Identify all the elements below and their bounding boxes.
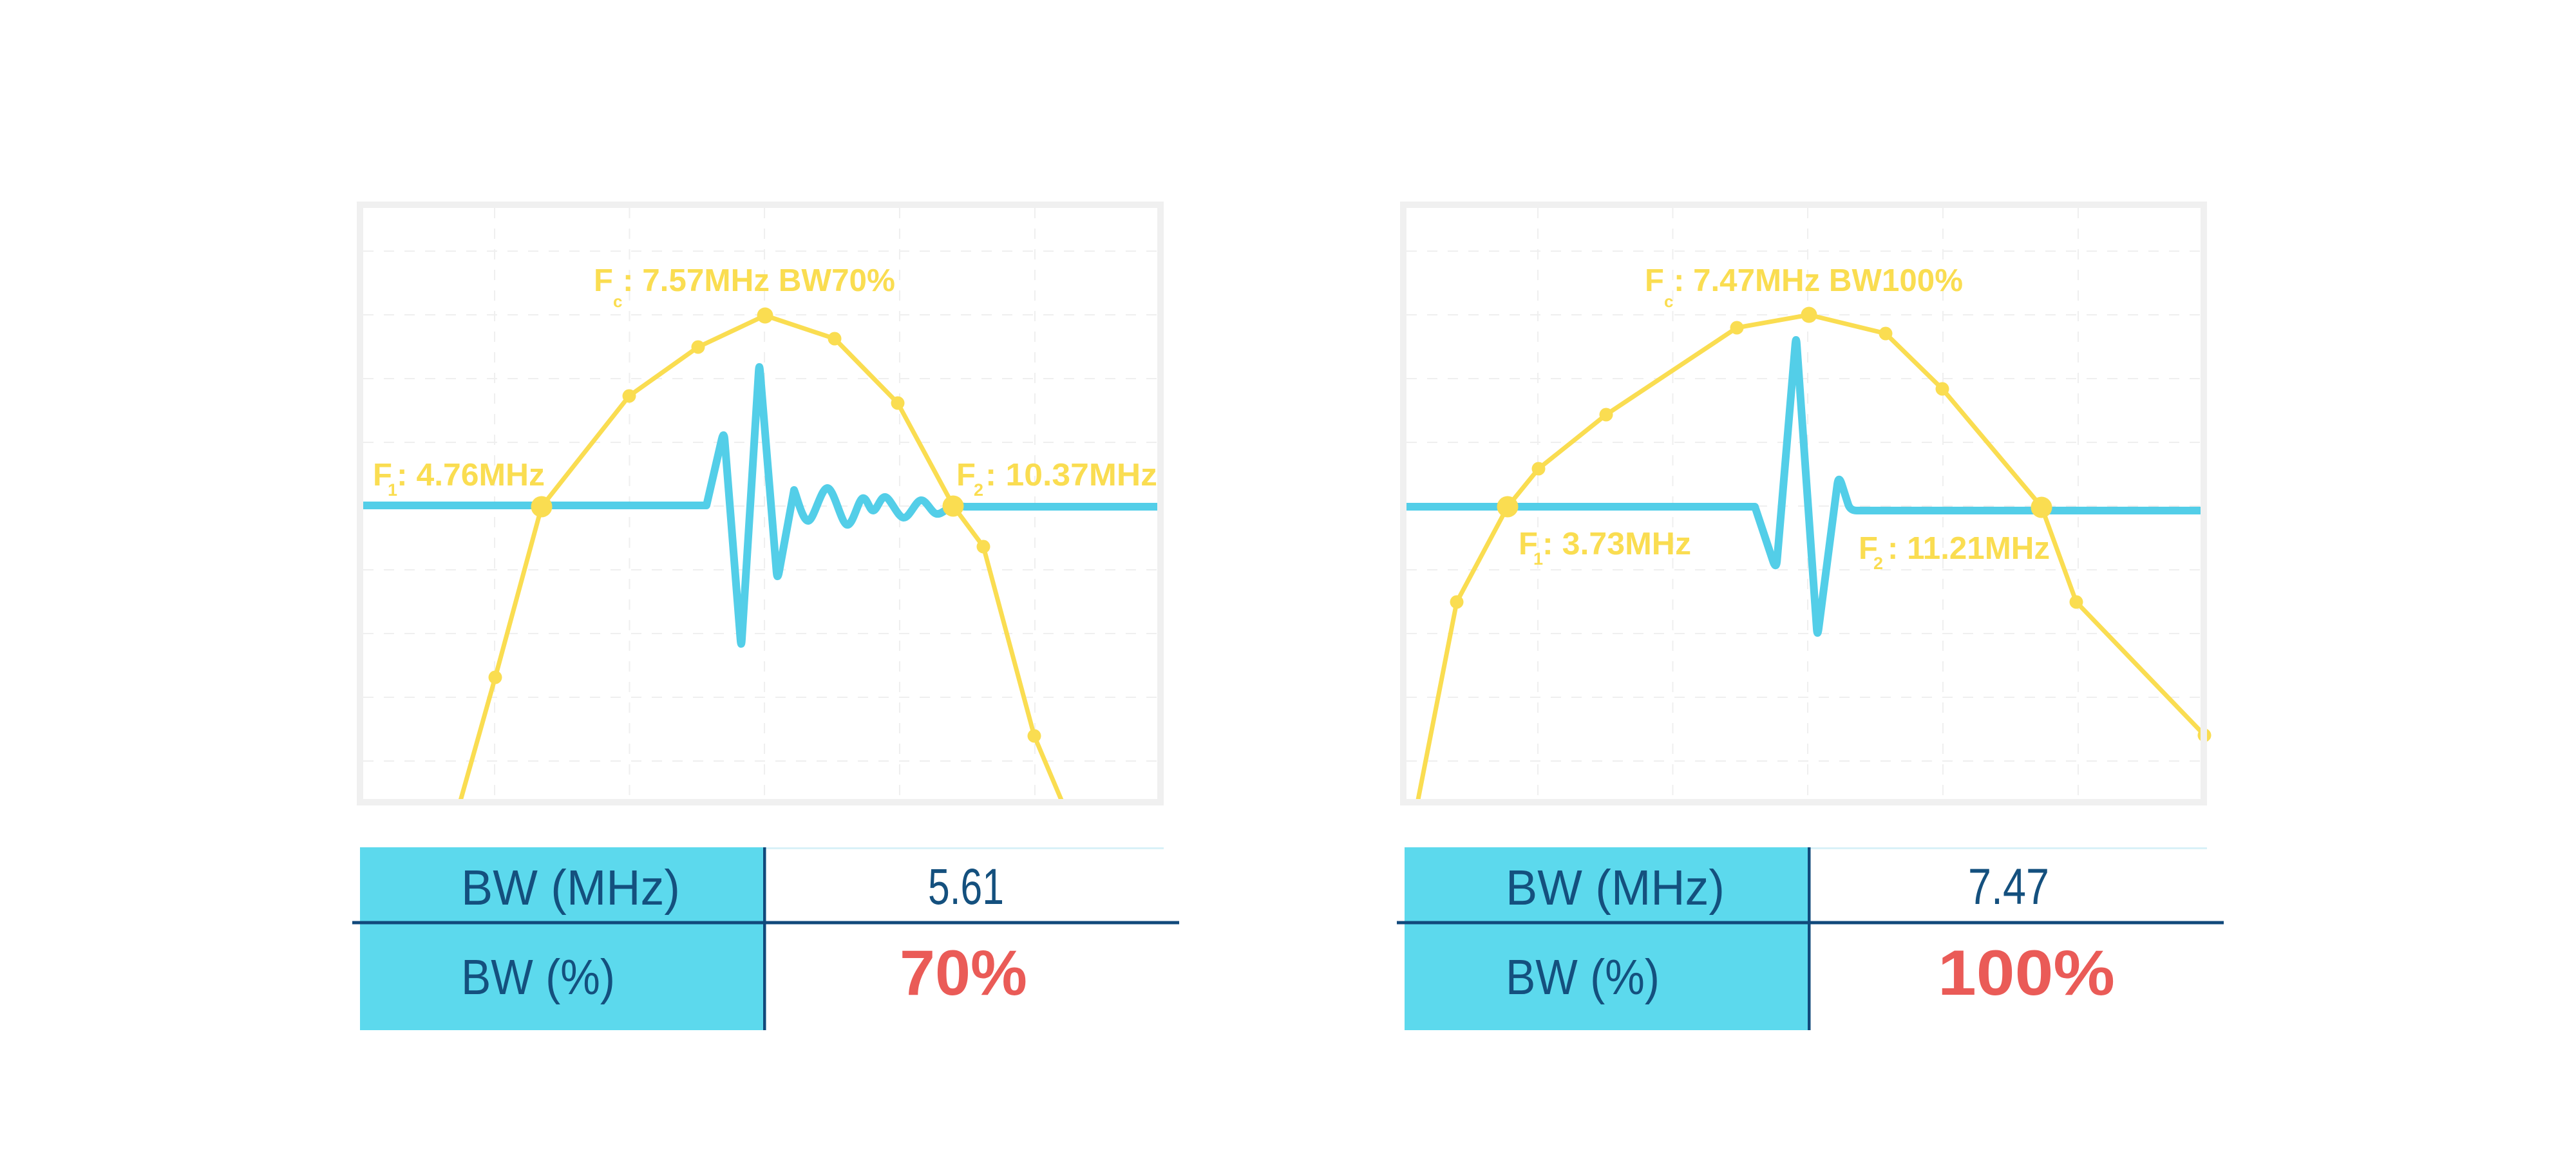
svg-text:F: F (1859, 531, 1878, 566)
svg-text:F: F (1645, 263, 1664, 298)
svg-text:70%: 70% (900, 937, 1027, 1008)
svg-text:F: F (1519, 527, 1538, 561)
svg-text:5.61: 5.61 (928, 858, 1004, 915)
svg-text:BW (%): BW (%) (1506, 950, 1660, 1005)
svg-text:2: 2 (1873, 554, 1883, 573)
svg-text:100%: 100% (1938, 937, 2115, 1008)
svg-text:: 4.76MHz: : 4.76MHz (397, 458, 545, 493)
svg-text:7.47: 7.47 (1968, 858, 2049, 915)
svg-text:1: 1 (1533, 549, 1543, 569)
svg-text:F: F (373, 458, 392, 493)
svg-text:: 7.57MHz BW70%: : 7.57MHz BW70% (623, 263, 895, 298)
svg-text:: 3.73MHz: : 3.73MHz (1542, 527, 1691, 561)
svg-text:: 11.21MHz: : 11.21MHz (1888, 531, 2050, 566)
svg-text:1: 1 (388, 480, 397, 500)
svg-text:F: F (956, 458, 976, 493)
svg-text:: 7.47MHz BW100%: : 7.47MHz BW100% (1674, 263, 1963, 298)
svg-text:BW (MHz): BW (MHz) (1506, 860, 1725, 916)
svg-text:BW (MHz): BW (MHz) (461, 860, 680, 916)
svg-text:F: F (594, 263, 613, 298)
svg-text:c: c (613, 292, 622, 311)
svg-text:2: 2 (974, 480, 983, 500)
svg-text:: 10.37MHz: : 10.37MHz (985, 458, 1157, 493)
svg-text:c: c (1664, 292, 1673, 311)
svg-text:BW (%): BW (%) (461, 950, 615, 1005)
